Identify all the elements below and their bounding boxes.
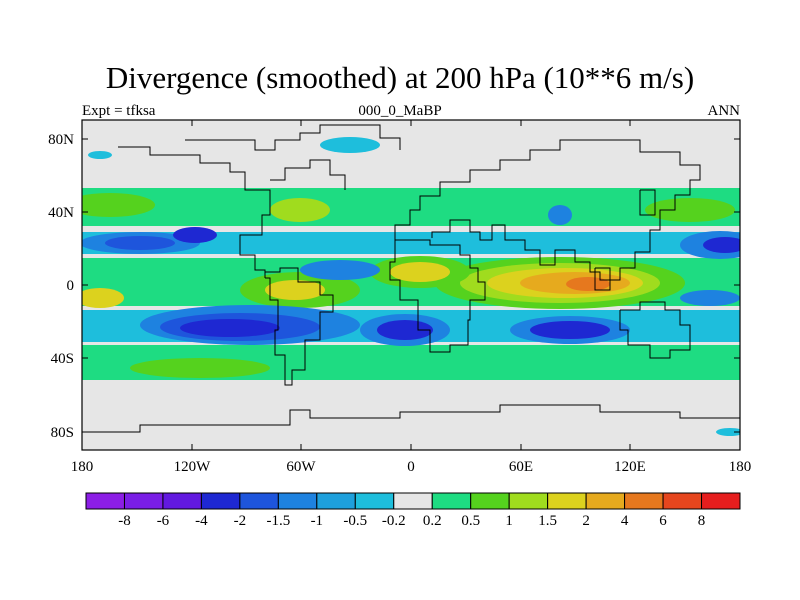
colorbar-box [508,492,549,510]
coastlines [82,124,740,433]
lon-label: 60W [286,459,316,475]
colorbar-box [662,492,703,510]
colorbar-box [162,492,202,510]
lat-tick-labels: 80N 40N 0 40S 80S [48,132,74,441]
colorbar-label: 6 [659,513,667,529]
colorbar-label: 1.5 [538,513,557,529]
negative-bands [82,137,740,436]
lon-label: 0 [407,459,415,475]
plot-title: Divergence (smoothed) at 200 hPa (10**6 … [105,60,695,95]
lat-label: 80N [48,132,74,148]
colorbar-label: -4 [195,513,208,529]
lon-label: 60E [509,459,533,475]
lon-tick-labels: 180 120W 60W 0 60E 120E 180 [71,459,752,475]
lat-ticks [82,138,740,433]
colorbar-label: -0.5 [343,513,367,529]
lon-label: 120E [614,459,646,475]
lat-label: 40N [48,205,74,221]
colorbar-box [354,492,395,510]
colorbar-label: -1 [311,513,324,529]
colorbar-label: -0.2 [382,513,406,529]
colorbar-box [701,492,741,510]
lon-ticks [81,120,741,450]
colorbar-label: 8 [698,513,706,529]
lat-label: 80S [51,425,74,441]
colorbar-box [200,492,241,510]
colorbar-label: 0.5 [461,513,480,529]
lat-label: 0 [67,278,75,294]
lon-label: 120W [174,459,212,475]
map-panel: 180 120W 60W 0 60E 120E 180 80N 40N 0 40… [48,119,752,475]
colorbar-box [585,492,626,510]
colorbar-box [431,492,472,510]
colorbar-box [547,492,587,510]
colorbar-labels: -8 -6 -4 -2 -1.5 -1 -0.5 -0.2 0.2 0.5 1 1.5 2 4 6 8 [118,513,705,529]
colorbar-box [277,492,318,510]
colorbar-boxes [85,492,741,510]
field-layer [82,120,740,450]
experiment-label: Expt = tfksa [82,103,156,119]
colorbar-label: -6 [157,513,170,529]
time-label: 000_0_MaBP [358,103,442,119]
lon-label: 180 [729,459,752,475]
colorbar: -8 -6 -4 -2 -1.5 -1 -0.5 -0.2 0.2 0.5 1 1.5 2 4 6 8 [85,492,741,529]
colorbar-label: -8 [118,513,131,529]
colorbar-box [393,492,433,510]
positive-bands [82,188,740,380]
lat-label: 40S [51,351,74,367]
colorbar-label: 1 [505,513,513,529]
colorbar-label: 2 [582,513,590,529]
colorbar-label: -1.5 [266,513,290,529]
lon-label: 180 [71,459,94,475]
colorbar-label: 0.2 [423,513,442,529]
colorbar-label: 4 [621,513,629,529]
colorbar-box [316,492,356,510]
colorbar-box [470,492,510,510]
colorbar-box [624,492,664,510]
season-label: ANN [707,103,741,119]
colorbar-box [239,492,279,510]
colorbar-box [85,492,125,510]
colorbar-label: -2 [234,513,247,529]
colorbar-box [123,492,164,510]
